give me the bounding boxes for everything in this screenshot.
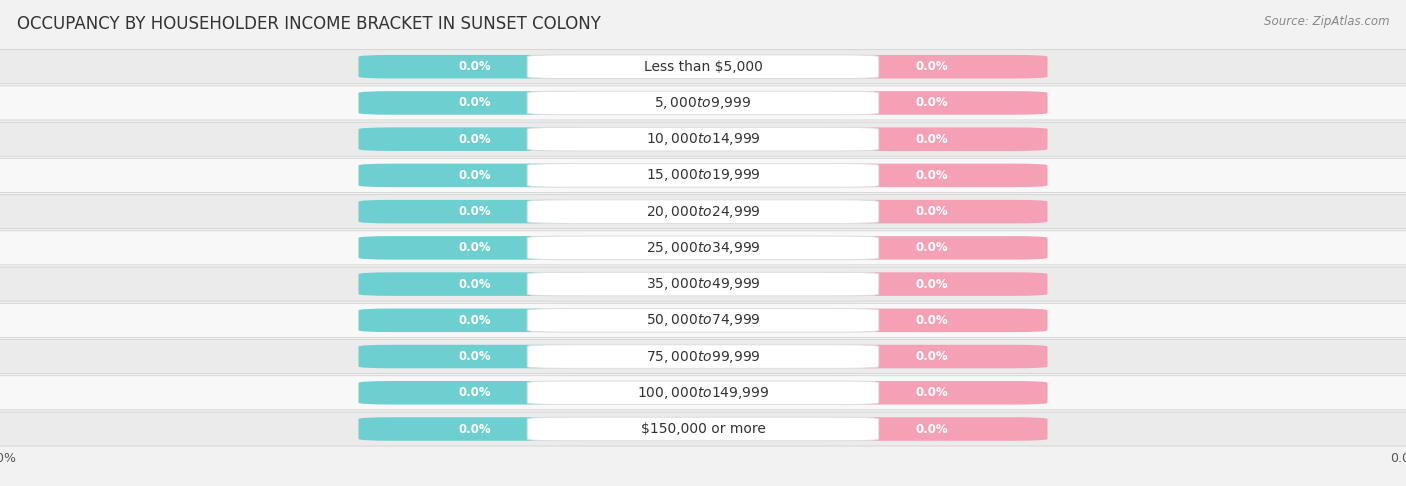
FancyBboxPatch shape bbox=[359, 55, 591, 79]
FancyBboxPatch shape bbox=[359, 381, 591, 404]
FancyBboxPatch shape bbox=[0, 86, 1406, 120]
Text: 0.0%: 0.0% bbox=[915, 278, 948, 291]
Text: 0.0%: 0.0% bbox=[915, 205, 948, 218]
FancyBboxPatch shape bbox=[0, 122, 1406, 156]
Text: 0.0%: 0.0% bbox=[915, 350, 948, 363]
FancyBboxPatch shape bbox=[0, 50, 1406, 84]
Text: 0.0%: 0.0% bbox=[458, 350, 491, 363]
Text: 0.0%: 0.0% bbox=[458, 60, 491, 73]
FancyBboxPatch shape bbox=[815, 127, 1047, 151]
FancyBboxPatch shape bbox=[815, 272, 1047, 296]
Text: $5,000 to $9,999: $5,000 to $9,999 bbox=[654, 95, 752, 111]
FancyBboxPatch shape bbox=[815, 381, 1047, 404]
FancyBboxPatch shape bbox=[0, 267, 1406, 301]
FancyBboxPatch shape bbox=[0, 158, 1406, 192]
Text: $100,000 to $149,999: $100,000 to $149,999 bbox=[637, 385, 769, 401]
FancyBboxPatch shape bbox=[815, 309, 1047, 332]
Text: 0.0%: 0.0% bbox=[458, 96, 491, 109]
Text: 0.0%: 0.0% bbox=[915, 96, 948, 109]
Text: 0.0%: 0.0% bbox=[458, 169, 491, 182]
FancyBboxPatch shape bbox=[527, 164, 879, 187]
FancyBboxPatch shape bbox=[0, 303, 1406, 337]
Text: 0.0%: 0.0% bbox=[458, 422, 491, 435]
FancyBboxPatch shape bbox=[527, 91, 879, 115]
FancyBboxPatch shape bbox=[0, 231, 1406, 265]
Text: 0.0%: 0.0% bbox=[458, 242, 491, 254]
Text: 0.0%: 0.0% bbox=[915, 169, 948, 182]
FancyBboxPatch shape bbox=[527, 417, 879, 441]
FancyBboxPatch shape bbox=[359, 91, 591, 115]
Text: 0.0%: 0.0% bbox=[915, 60, 948, 73]
Text: Less than $5,000: Less than $5,000 bbox=[644, 60, 762, 74]
Text: 0.0%: 0.0% bbox=[458, 386, 491, 399]
Text: $35,000 to $49,999: $35,000 to $49,999 bbox=[645, 276, 761, 292]
FancyBboxPatch shape bbox=[359, 417, 591, 441]
FancyBboxPatch shape bbox=[527, 381, 879, 404]
FancyBboxPatch shape bbox=[359, 164, 591, 187]
FancyBboxPatch shape bbox=[815, 55, 1047, 79]
Text: OCCUPANCY BY HOUSEHOLDER INCOME BRACKET IN SUNSET COLONY: OCCUPANCY BY HOUSEHOLDER INCOME BRACKET … bbox=[17, 15, 600, 33]
FancyBboxPatch shape bbox=[815, 200, 1047, 224]
Text: 0.0%: 0.0% bbox=[915, 242, 948, 254]
FancyBboxPatch shape bbox=[527, 236, 879, 260]
FancyBboxPatch shape bbox=[0, 340, 1406, 374]
Text: $10,000 to $14,999: $10,000 to $14,999 bbox=[645, 131, 761, 147]
Text: $150,000 or more: $150,000 or more bbox=[641, 422, 765, 436]
FancyBboxPatch shape bbox=[815, 91, 1047, 115]
Text: 0.0%: 0.0% bbox=[458, 314, 491, 327]
FancyBboxPatch shape bbox=[527, 272, 879, 296]
FancyBboxPatch shape bbox=[359, 200, 591, 224]
FancyBboxPatch shape bbox=[359, 345, 591, 368]
FancyBboxPatch shape bbox=[359, 236, 591, 260]
Text: 0.0%: 0.0% bbox=[915, 133, 948, 146]
Text: Source: ZipAtlas.com: Source: ZipAtlas.com bbox=[1264, 15, 1389, 28]
FancyBboxPatch shape bbox=[815, 345, 1047, 368]
FancyBboxPatch shape bbox=[815, 164, 1047, 187]
FancyBboxPatch shape bbox=[359, 272, 591, 296]
Text: $25,000 to $34,999: $25,000 to $34,999 bbox=[645, 240, 761, 256]
FancyBboxPatch shape bbox=[527, 200, 879, 224]
FancyBboxPatch shape bbox=[359, 127, 591, 151]
FancyBboxPatch shape bbox=[0, 412, 1406, 446]
FancyBboxPatch shape bbox=[359, 309, 591, 332]
Text: 0.0%: 0.0% bbox=[915, 314, 948, 327]
Text: 0.0%: 0.0% bbox=[458, 133, 491, 146]
Text: 0.0%: 0.0% bbox=[458, 278, 491, 291]
FancyBboxPatch shape bbox=[527, 309, 879, 332]
Text: $20,000 to $24,999: $20,000 to $24,999 bbox=[645, 204, 761, 220]
Text: 0.0%: 0.0% bbox=[915, 422, 948, 435]
FancyBboxPatch shape bbox=[527, 345, 879, 368]
Text: 0.0%: 0.0% bbox=[458, 205, 491, 218]
Text: $75,000 to $99,999: $75,000 to $99,999 bbox=[645, 348, 761, 364]
Text: $50,000 to $74,999: $50,000 to $74,999 bbox=[645, 312, 761, 329]
FancyBboxPatch shape bbox=[527, 127, 879, 151]
FancyBboxPatch shape bbox=[0, 194, 1406, 228]
FancyBboxPatch shape bbox=[527, 55, 879, 79]
Text: $15,000 to $19,999: $15,000 to $19,999 bbox=[645, 167, 761, 183]
Text: 0.0%: 0.0% bbox=[915, 386, 948, 399]
FancyBboxPatch shape bbox=[815, 417, 1047, 441]
FancyBboxPatch shape bbox=[0, 376, 1406, 410]
FancyBboxPatch shape bbox=[815, 236, 1047, 260]
